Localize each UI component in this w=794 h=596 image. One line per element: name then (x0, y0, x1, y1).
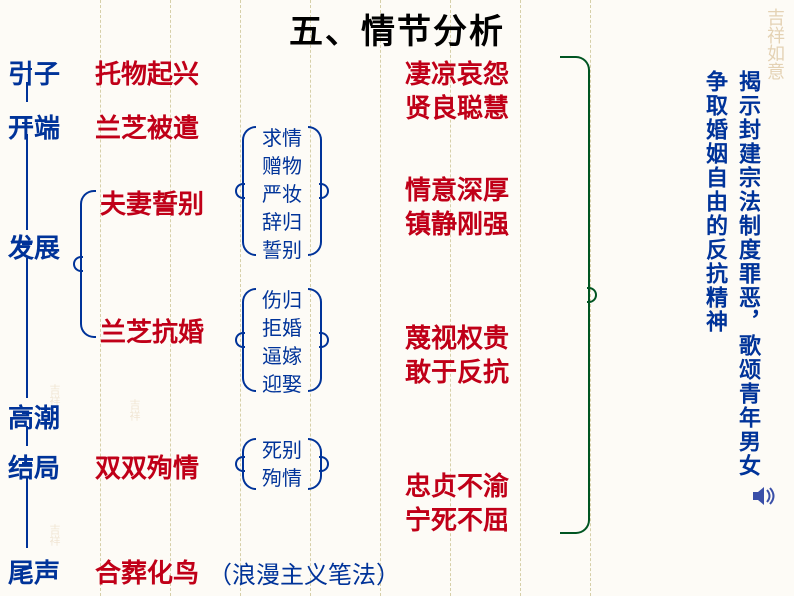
trait3b: 宁死不屈 (405, 500, 509, 537)
stage-begin: 开端 (8, 108, 60, 145)
trait1a: 情意深厚 (405, 170, 509, 207)
spine-seg (26, 478, 28, 548)
c2-fazhan1: 夫妻誓别 (100, 184, 204, 221)
c2-begin: 兰芝被遣 (95, 108, 199, 145)
sub1-4: 誓别 (262, 234, 302, 263)
sub1-2: 严妆 (262, 178, 302, 207)
sub2-2: 逼嫁 (262, 340, 302, 369)
sub2-1: 拒婚 (262, 312, 302, 341)
stage-intro: 引子 (8, 54, 60, 91)
trait0b: 贤良聪慧 (405, 88, 509, 125)
bracket-develop (80, 190, 96, 338)
bracket-sub3-l (242, 438, 256, 490)
c2-coda: 合葬化鸟 (95, 553, 199, 590)
bracket-sub3-r (308, 438, 322, 490)
sub2-0: 伤归 (262, 284, 302, 313)
bracket-sub2-l (242, 288, 256, 392)
bracket-sub1-l (242, 126, 256, 256)
trait1b: 镇静刚强 (405, 204, 509, 241)
sound-icon[interactable] (752, 486, 776, 506)
stage-climax: 高潮 (8, 398, 60, 435)
trait2b: 敢于反抗 (405, 352, 509, 389)
trait3a: 忠贞不渝 (405, 466, 509, 503)
bracket-sub1-r (308, 126, 322, 256)
c2-intro: 托物起兴 (95, 54, 199, 91)
c2-ending: 双双殉情 (95, 448, 199, 485)
stage-coda: 尾声 (8, 553, 60, 590)
c2-coda-note: （浪漫主义笔法） (208, 555, 400, 590)
sub2-3: 迎娶 (262, 368, 302, 397)
sub1-3: 辞归 (262, 206, 302, 235)
seal-left-b: 吉祥 (100, 395, 144, 445)
stage-develop: 发展 (8, 228, 60, 265)
sub3-1: 殉情 (262, 462, 302, 491)
spine-seg (26, 258, 28, 398)
c2-fazhan2: 兰芝抗婚 (100, 312, 204, 349)
trait0a: 凄凉哀怨 (405, 54, 509, 91)
bracket-sub2-r (308, 288, 322, 392)
sub3-0: 死别 (262, 434, 302, 463)
summary-vertical: 揭示封建宗法制度罪恶，歌颂青年男女争取婚姻自由的反抗精神 (625, 70, 765, 490)
stage-ending: 结局 (8, 448, 60, 485)
spine-seg (26, 134, 28, 230)
trait2a: 蔑视权贵 (405, 318, 509, 355)
sub1-0: 求情 (262, 122, 302, 151)
page-title: 五、情节分析 (0, 4, 794, 53)
sub1-1: 赠物 (262, 150, 302, 179)
bracket-summary (560, 56, 590, 534)
